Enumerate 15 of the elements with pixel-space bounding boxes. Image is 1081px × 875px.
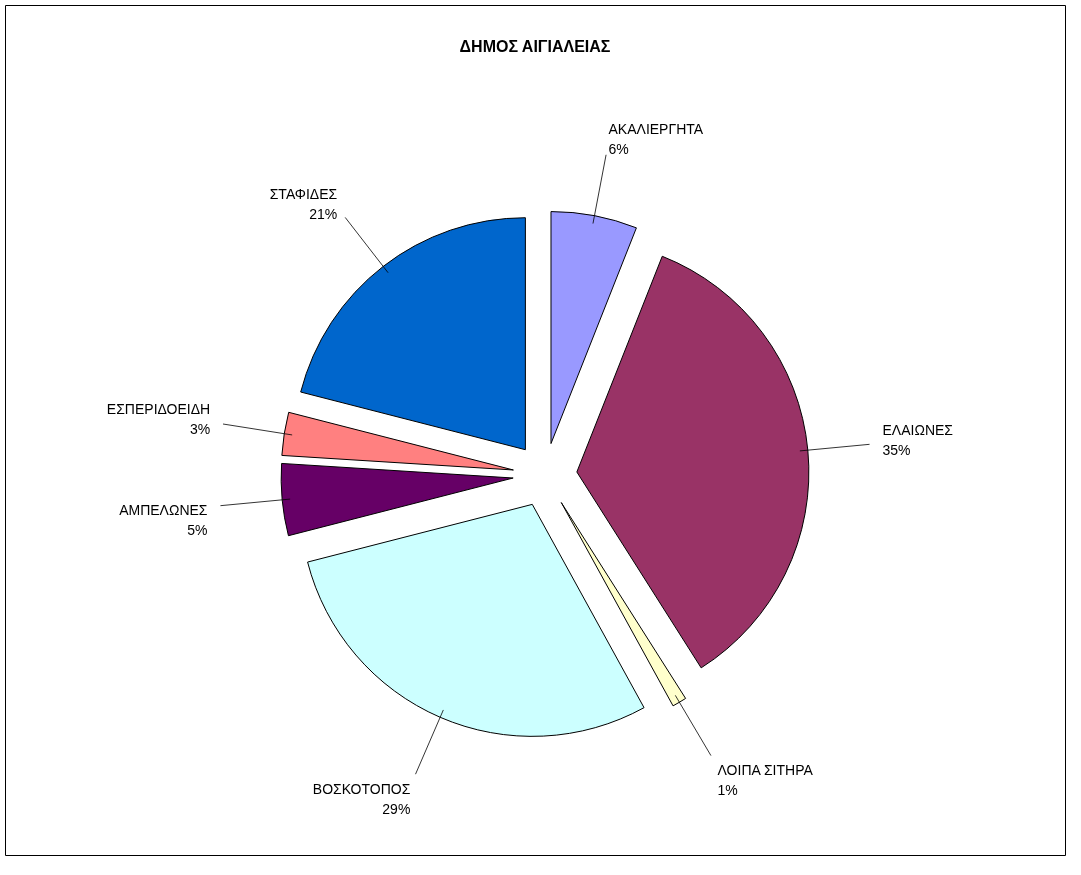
chart-title: ΔΗΜΟΣ ΑΙΓΙΑΛΕΙΑΣ <box>459 38 611 55</box>
slice-label: ΒΟΣΚΟΤΟΠΟΣ <box>312 781 411 798</box>
slice-label: ΑΚΑΛΙΕΡΓΗΤΑ <box>608 121 704 137</box>
slice-label: ΑΜΠΕΛΩΝΕΣ <box>119 501 208 518</box>
slice-label: ΛΟΙΠΑ ΣΙΤΗΡΑ <box>717 761 814 778</box>
data-label: 5% <box>187 521 208 538</box>
slice-label: ΕΣΠΕΡΙΔΟΕΙΔΗ <box>106 400 211 417</box>
data-label: 21% <box>309 206 338 223</box>
data-label: 29% <box>382 801 411 818</box>
data-label: 1% <box>717 781 738 798</box>
slice-label: ΕΛΑΙΩΝΕΣ <box>882 422 954 439</box>
data-label: 3% <box>189 420 211 437</box>
data-label: 35% <box>882 442 911 459</box>
data-label: 6% <box>608 141 629 157</box>
slice-label: ΣΤΑΦΙΔΕΣ <box>269 186 338 203</box>
